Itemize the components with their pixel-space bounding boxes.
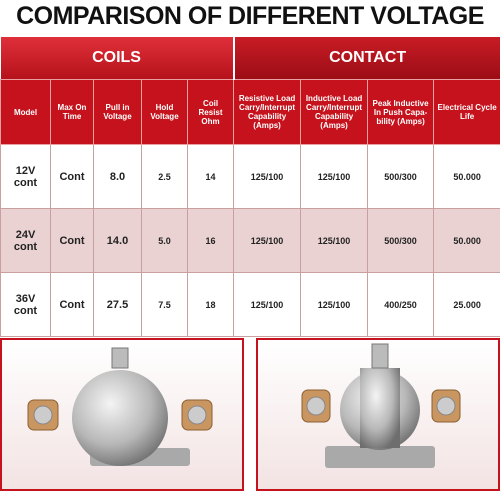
table-row: 12V cont Cont 8.0 2.5 14 125/100 125/100 500/30…	[0, 144, 500, 209]
cell: 5.0	[141, 208, 188, 273]
table-row: 36V cont Cont 27.5 7.5 18 125/100 125/100 400/2…	[0, 272, 500, 337]
table-row: 24V cont Cont 14.0 5.0 16 125/100 125/100 500/3…	[0, 208, 500, 273]
cell: 125/100	[233, 208, 302, 273]
cell: Cont	[50, 144, 94, 209]
column-header: Hold Voltage	[141, 79, 188, 145]
comparison-table: COILS CONTACT Model Max On Time Pull in Vo…	[0, 37, 500, 337]
cell: 25.000	[433, 272, 500, 337]
cell: Cont	[50, 208, 94, 273]
column-header: Resistive Load Carry/Interrupt Capabilit…	[233, 79, 302, 145]
group-header: CONTACT	[232, 37, 500, 80]
group-header: COILS	[0, 37, 234, 80]
cell: 14	[186, 144, 235, 209]
row-header: 24V cont	[0, 208, 51, 273]
column-header: Max On Time	[50, 79, 94, 145]
cell: 50.000	[433, 208, 500, 273]
cell: 500/300	[367, 144, 435, 209]
cell: 500/300	[367, 208, 435, 273]
cell: 125/100	[300, 272, 369, 337]
cell: 2.5	[141, 144, 188, 209]
cell: 27.5	[93, 272, 142, 337]
column-header: Peak Inductive In Push Capa-bility (Amps…	[367, 79, 435, 145]
solenoid-left	[27, 347, 213, 466]
cell: 125/100	[233, 272, 302, 337]
table-body: 12V cont Cont 8.0 2.5 14 125/100 125/100 500/30…	[0, 144, 500, 337]
cell: 16	[186, 208, 235, 273]
group-row: COILS CONTACT	[0, 37, 500, 80]
cell: 7.5	[141, 272, 188, 337]
cell: 125/100	[300, 208, 369, 273]
cell: 14.0	[93, 208, 142, 273]
cell: Cont	[50, 272, 94, 337]
cell: 400/250	[367, 272, 435, 337]
column-header: Electrical Cycle Life	[433, 79, 500, 145]
cell: 125/100	[233, 144, 302, 209]
cell: 18	[186, 272, 235, 337]
product-photos	[0, 338, 500, 491]
row-header: 12V cont	[0, 144, 51, 209]
title: COMPARISON OF DIFFERENT VOLTAGE	[16, 2, 484, 30]
header-row: Model Max On Time Pull in Voltage Hold Volt…	[0, 79, 500, 145]
row-header: 36V cont	[0, 272, 51, 337]
column-header: Coil Resist Ohm	[186, 79, 235, 145]
column-header: Model	[0, 79, 51, 145]
solenoid-right	[301, 343, 461, 468]
cell: 125/100	[300, 144, 369, 209]
cell: 8.0	[93, 144, 142, 209]
column-header: Inductive Load Carry/Interrupt Capabilit…	[300, 79, 369, 145]
column-header: Pull in Voltage	[93, 79, 142, 145]
cell: 50.000	[433, 144, 500, 209]
